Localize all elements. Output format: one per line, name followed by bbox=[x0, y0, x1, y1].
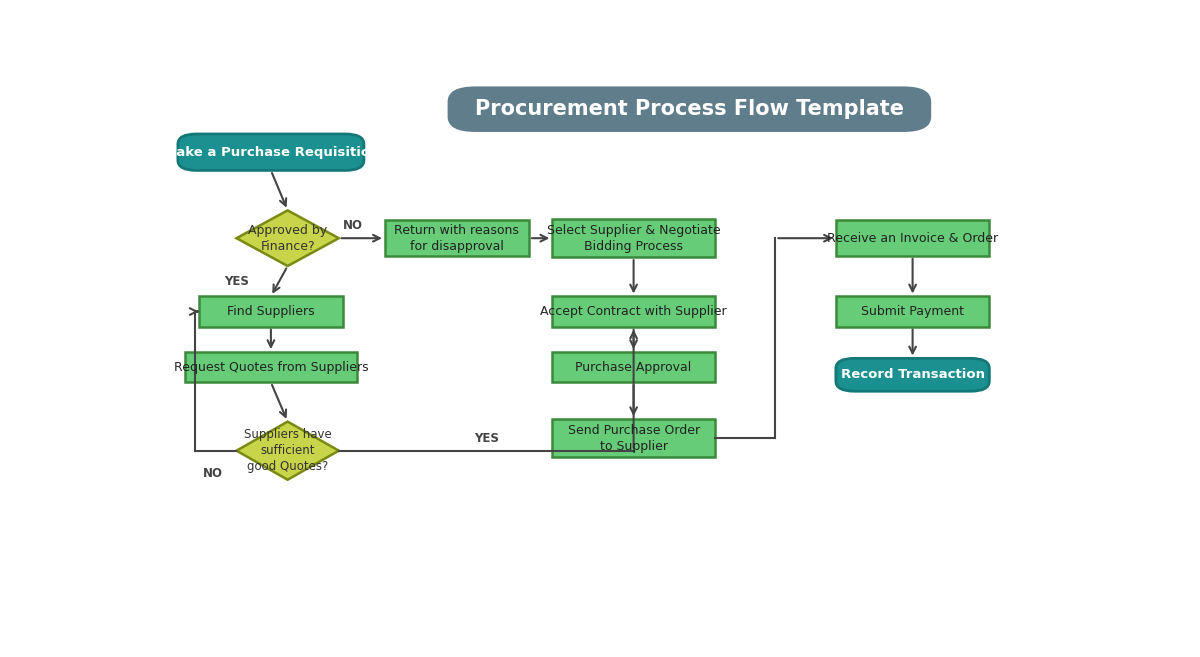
Text: YES: YES bbox=[224, 275, 248, 288]
Text: Accept Contract with Supplier: Accept Contract with Supplier bbox=[540, 305, 727, 318]
FancyBboxPatch shape bbox=[836, 358, 989, 391]
Text: Send Purchase Order
to Supplier: Send Purchase Order to Supplier bbox=[568, 424, 700, 453]
FancyBboxPatch shape bbox=[185, 352, 356, 382]
FancyBboxPatch shape bbox=[199, 296, 343, 327]
FancyBboxPatch shape bbox=[552, 352, 715, 382]
Text: Return with reasons
for disapproval: Return with reasons for disapproval bbox=[395, 223, 520, 253]
Text: Find Suppliers: Find Suppliers bbox=[227, 305, 314, 318]
FancyBboxPatch shape bbox=[836, 296, 989, 327]
FancyBboxPatch shape bbox=[385, 221, 529, 256]
Text: Purchase Approval: Purchase Approval bbox=[576, 361, 691, 374]
Text: YES: YES bbox=[474, 432, 499, 445]
Text: Make a Purchase Requisition: Make a Purchase Requisition bbox=[163, 146, 379, 159]
Text: NO: NO bbox=[343, 219, 362, 232]
Text: Suppliers have
sufficient
good Quotes?: Suppliers have sufficient good Quotes? bbox=[244, 428, 331, 473]
Text: Select Supplier & Negotiate
Bidding Process: Select Supplier & Negotiate Bidding Proc… bbox=[547, 223, 720, 253]
FancyBboxPatch shape bbox=[552, 296, 715, 327]
FancyBboxPatch shape bbox=[178, 134, 364, 170]
Text: Procurement Process Flow Template: Procurement Process Flow Template bbox=[475, 99, 904, 119]
Polygon shape bbox=[236, 422, 338, 480]
Text: Request Quotes from Suppliers: Request Quotes from Suppliers bbox=[174, 361, 368, 374]
FancyBboxPatch shape bbox=[836, 221, 989, 256]
FancyBboxPatch shape bbox=[552, 419, 715, 457]
Text: Record Transaction: Record Transaction bbox=[840, 369, 984, 381]
Polygon shape bbox=[236, 210, 338, 266]
Text: Approved by
Finance?: Approved by Finance? bbox=[248, 223, 328, 253]
Text: Receive an Invoice & Order: Receive an Invoice & Order bbox=[827, 232, 998, 244]
FancyBboxPatch shape bbox=[552, 219, 715, 257]
Text: NO: NO bbox=[203, 467, 223, 480]
Text: Submit Payment: Submit Payment bbox=[862, 305, 964, 318]
FancyBboxPatch shape bbox=[448, 87, 931, 132]
